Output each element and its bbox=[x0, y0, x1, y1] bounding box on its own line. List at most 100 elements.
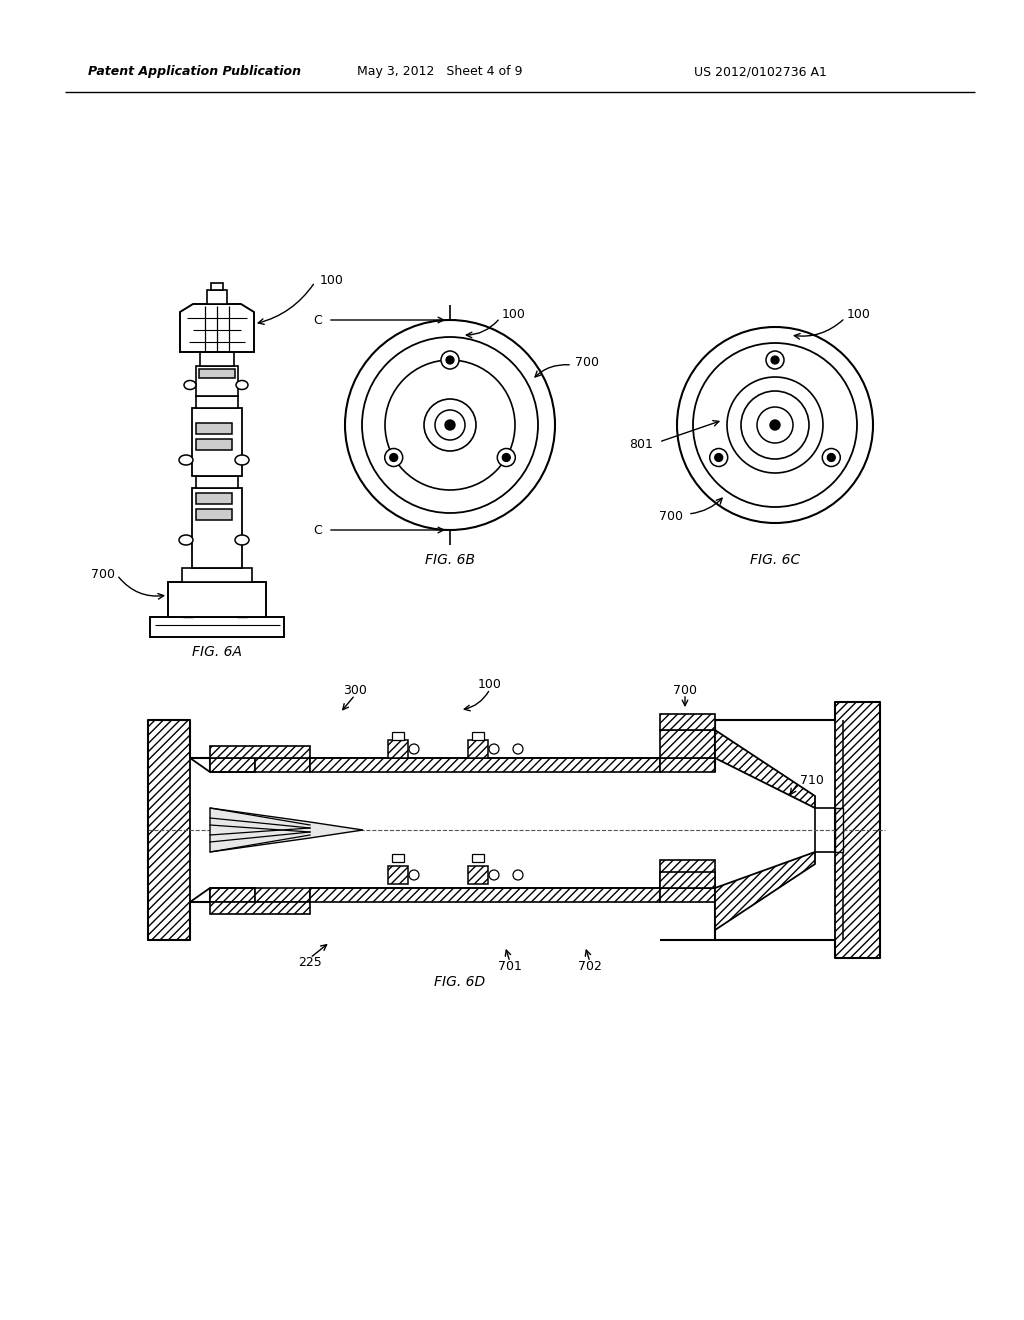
Text: 100: 100 bbox=[502, 309, 526, 322]
Bar bbox=[660, 714, 715, 730]
Text: 701: 701 bbox=[498, 960, 522, 973]
Polygon shape bbox=[210, 808, 362, 851]
Bar bbox=[200, 352, 234, 366]
Circle shape bbox=[822, 449, 841, 466]
Circle shape bbox=[489, 870, 499, 880]
Circle shape bbox=[390, 454, 397, 462]
Ellipse shape bbox=[179, 455, 193, 465]
Circle shape bbox=[503, 454, 510, 462]
Text: C: C bbox=[313, 524, 322, 536]
Ellipse shape bbox=[184, 380, 196, 389]
Bar bbox=[211, 282, 223, 290]
Bar bbox=[468, 741, 488, 758]
Bar bbox=[388, 866, 408, 884]
Bar bbox=[392, 854, 404, 862]
Bar bbox=[183, 609, 193, 616]
Circle shape bbox=[385, 360, 515, 490]
Text: May 3, 2012   Sheet 4 of 9: May 3, 2012 Sheet 4 of 9 bbox=[357, 66, 522, 78]
Bar bbox=[660, 888, 715, 902]
Text: FIG. 6C: FIG. 6C bbox=[750, 553, 800, 568]
Bar bbox=[196, 477, 238, 488]
Text: C: C bbox=[313, 314, 322, 326]
Bar bbox=[168, 582, 266, 616]
Circle shape bbox=[441, 351, 459, 370]
Circle shape bbox=[677, 327, 873, 523]
Bar bbox=[237, 609, 247, 616]
Circle shape bbox=[409, 870, 419, 880]
Text: FIG. 6A: FIG. 6A bbox=[193, 645, 242, 659]
Bar bbox=[835, 808, 843, 851]
Circle shape bbox=[766, 351, 784, 370]
Circle shape bbox=[770, 420, 780, 430]
Bar bbox=[815, 808, 835, 851]
Circle shape bbox=[489, 744, 499, 754]
Bar bbox=[150, 616, 284, 638]
Circle shape bbox=[741, 391, 809, 459]
Bar bbox=[196, 396, 238, 408]
Bar bbox=[468, 866, 488, 884]
Bar bbox=[199, 370, 234, 378]
Circle shape bbox=[362, 337, 538, 513]
Bar bbox=[210, 888, 255, 902]
Circle shape bbox=[771, 356, 779, 364]
Circle shape bbox=[757, 407, 793, 444]
Polygon shape bbox=[715, 851, 815, 931]
Text: 801: 801 bbox=[629, 438, 653, 451]
Circle shape bbox=[409, 744, 419, 754]
Bar bbox=[182, 568, 252, 582]
Circle shape bbox=[513, 870, 523, 880]
Text: 300: 300 bbox=[343, 684, 367, 697]
Bar bbox=[660, 730, 715, 758]
Bar bbox=[210, 758, 255, 772]
Polygon shape bbox=[715, 730, 815, 808]
Text: 710: 710 bbox=[800, 774, 824, 787]
Circle shape bbox=[445, 420, 455, 430]
Bar bbox=[193, 488, 242, 568]
Text: US 2012/0102736 A1: US 2012/0102736 A1 bbox=[693, 66, 826, 78]
Text: FIG. 6D: FIG. 6D bbox=[434, 975, 485, 989]
Bar bbox=[193, 408, 242, 477]
Bar bbox=[660, 861, 715, 888]
Bar bbox=[660, 873, 715, 888]
Circle shape bbox=[513, 744, 523, 754]
Text: 700: 700 bbox=[659, 511, 683, 524]
Bar bbox=[255, 888, 310, 902]
Bar bbox=[660, 758, 715, 772]
Bar bbox=[148, 719, 190, 940]
Text: 702: 702 bbox=[579, 960, 602, 973]
Bar bbox=[210, 902, 310, 913]
Bar bbox=[196, 440, 232, 450]
Circle shape bbox=[345, 319, 555, 531]
Circle shape bbox=[710, 449, 728, 466]
Bar bbox=[472, 854, 484, 862]
Circle shape bbox=[715, 454, 723, 462]
Bar bbox=[196, 422, 232, 434]
Text: 100: 100 bbox=[478, 678, 502, 692]
Circle shape bbox=[727, 378, 823, 473]
Circle shape bbox=[446, 356, 454, 364]
Text: 700: 700 bbox=[673, 684, 697, 697]
Bar bbox=[196, 492, 232, 504]
Bar bbox=[472, 733, 484, 741]
Text: 100: 100 bbox=[847, 309, 870, 322]
Ellipse shape bbox=[234, 535, 249, 545]
Text: Patent Application Publication: Patent Application Publication bbox=[88, 66, 301, 78]
Bar bbox=[392, 733, 404, 741]
Text: 700: 700 bbox=[91, 569, 115, 582]
Text: 100: 100 bbox=[319, 273, 344, 286]
Bar bbox=[835, 702, 880, 958]
Circle shape bbox=[435, 411, 465, 440]
Polygon shape bbox=[180, 304, 254, 352]
Text: FIG. 6B: FIG. 6B bbox=[425, 553, 475, 568]
Text: 700: 700 bbox=[575, 356, 599, 370]
Bar bbox=[310, 758, 660, 772]
Circle shape bbox=[424, 399, 476, 451]
Circle shape bbox=[498, 449, 515, 466]
Bar bbox=[388, 741, 408, 758]
Bar bbox=[210, 746, 310, 758]
Bar bbox=[207, 290, 227, 304]
Bar bbox=[310, 888, 660, 902]
Ellipse shape bbox=[234, 455, 249, 465]
Bar bbox=[196, 366, 238, 396]
Circle shape bbox=[827, 454, 836, 462]
